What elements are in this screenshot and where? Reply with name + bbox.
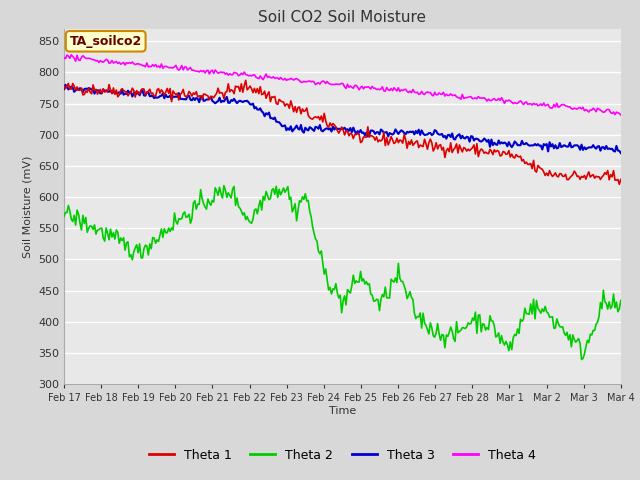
Text: TA_soilco2: TA_soilco2: [70, 35, 142, 48]
Legend: Theta 1, Theta 2, Theta 3, Theta 4: Theta 1, Theta 2, Theta 3, Theta 4: [143, 444, 541, 467]
Y-axis label: Soil Moisture (mV): Soil Moisture (mV): [22, 155, 33, 258]
X-axis label: Time: Time: [329, 406, 356, 416]
Title: Soil CO2 Soil Moisture: Soil CO2 Soil Moisture: [259, 10, 426, 25]
